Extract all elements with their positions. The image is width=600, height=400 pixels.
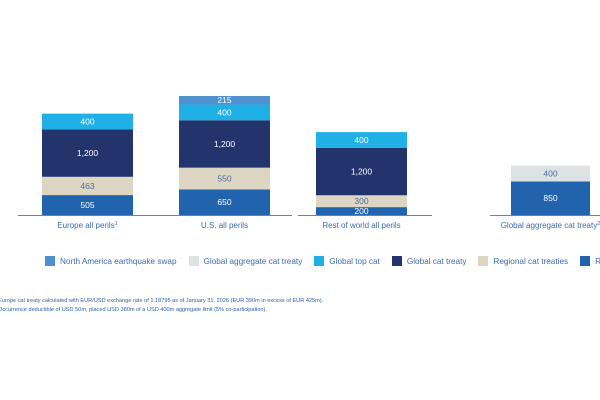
legend-label: Retention (595, 256, 600, 266)
legend-label: North America earthquake swap (60, 256, 177, 266)
legend-item: Global top cat (314, 256, 380, 266)
legend-label: Global top cat (329, 256, 380, 266)
stacked-bar-chart: 505 463 1,200 400 Europe all perils1 650 550 1,… (18, 95, 600, 230)
legend-item: Regional cat treaties (478, 256, 568, 266)
category-label: Rest of world all perils (322, 221, 400, 230)
value-label: 400 (217, 107, 231, 117)
category-label: Europe all perils1 (57, 221, 117, 230)
legend-swatch (478, 256, 489, 266)
value-label: 1,200 (351, 167, 373, 177)
value-label: 400 (354, 135, 368, 145)
bar-segment (179, 189, 270, 215)
value-label: 300 (354, 196, 368, 206)
bar-segment (42, 113, 133, 130)
legend-swatch (391, 256, 402, 266)
value-label: 400 (80, 117, 94, 127)
bar-segment (511, 165, 590, 182)
bar-segment (179, 104, 270, 121)
legend-item: Global aggregate cat treaty (188, 256, 303, 266)
bar-segment (42, 195, 133, 215)
category-label: U.S. all perils (201, 221, 248, 230)
legend-label: Global aggregate cat treaty (203, 256, 303, 266)
legend-swatch (314, 256, 325, 266)
legend-item: Retention (580, 256, 600, 266)
value-label: 550 (217, 173, 231, 183)
value-label: 1,200 (77, 148, 99, 158)
value-label: 463 (80, 181, 94, 191)
footnote-2: Occurrence deductible of USD 50m; placed… (0, 307, 267, 313)
bar-segment (42, 176, 133, 196)
value-label: 1,200 (214, 139, 236, 149)
bar-segment (179, 167, 270, 190)
legend-swatch (45, 256, 55, 266)
legend: North America earthquake swap Global aggr… (45, 256, 600, 266)
legend-swatch (188, 256, 199, 266)
value-label: 505 (80, 200, 94, 210)
footnotes: Europe cat treaty calculated with EUR/US… (0, 297, 323, 315)
legend-item: Global cat treaty (391, 256, 467, 266)
category-label: Global aggregate cat treaty2 (501, 221, 600, 230)
bar-segment (511, 181, 590, 215)
value-label: 650 (217, 197, 231, 207)
legend-item: North America earthquake swap (45, 256, 177, 266)
bar-segment (316, 195, 407, 208)
value-label: 400 (543, 169, 557, 179)
value-label: 200 (354, 206, 368, 216)
legend-label: Global cat treaty (406, 256, 467, 266)
bar-segment (179, 96, 270, 105)
footnote-1: Europe cat treaty calculated with EUR/US… (0, 298, 324, 304)
bar-segment (316, 207, 407, 215)
legend-swatch (580, 256, 591, 266)
bar-segment (179, 120, 270, 168)
bar-segment (316, 132, 407, 148)
bar-segment (316, 147, 407, 196)
bar-segment (42, 129, 133, 177)
value-label: 850 (543, 193, 557, 203)
value-label: 215 (217, 95, 231, 105)
legend-label: Regional cat treaties (493, 256, 569, 266)
